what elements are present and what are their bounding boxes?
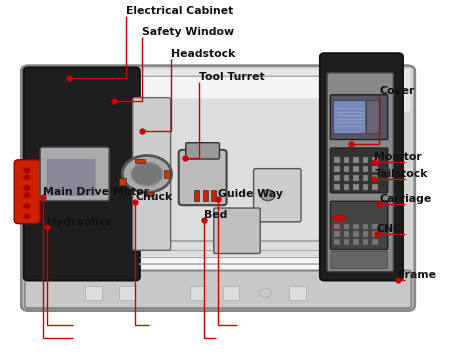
FancyBboxPatch shape xyxy=(327,73,393,272)
FancyBboxPatch shape xyxy=(366,100,380,134)
FancyBboxPatch shape xyxy=(254,169,301,222)
FancyBboxPatch shape xyxy=(138,98,319,257)
FancyBboxPatch shape xyxy=(133,98,171,250)
Text: Carriage: Carriage xyxy=(379,194,431,204)
Bar xyxy=(363,157,368,163)
Bar xyxy=(353,224,359,229)
FancyBboxPatch shape xyxy=(214,208,260,253)
Circle shape xyxy=(24,214,30,219)
Bar xyxy=(353,157,359,163)
Bar xyxy=(363,239,368,245)
Bar xyxy=(334,184,340,190)
Bar xyxy=(372,166,378,172)
Text: Headstock: Headstock xyxy=(171,49,235,59)
Text: CNC: CNC xyxy=(377,224,402,234)
Circle shape xyxy=(24,186,30,190)
Bar xyxy=(353,231,359,237)
Bar xyxy=(164,170,170,178)
Bar xyxy=(194,190,199,201)
Bar xyxy=(353,184,359,190)
Bar xyxy=(344,224,349,229)
Bar xyxy=(353,175,359,181)
Bar xyxy=(363,231,368,237)
Bar xyxy=(372,231,378,237)
Circle shape xyxy=(261,190,275,201)
Bar xyxy=(372,224,378,229)
FancyBboxPatch shape xyxy=(25,271,411,308)
Circle shape xyxy=(131,162,163,186)
Text: Hydraulics: Hydraulics xyxy=(47,217,112,227)
Text: Main Drive Motor: Main Drive Motor xyxy=(43,187,149,197)
FancyBboxPatch shape xyxy=(133,76,325,279)
FancyBboxPatch shape xyxy=(330,148,388,193)
Bar xyxy=(353,166,359,172)
Text: Guide Way: Guide Way xyxy=(218,189,283,199)
Circle shape xyxy=(24,168,30,173)
Bar xyxy=(334,224,340,229)
Bar xyxy=(344,184,349,190)
Bar xyxy=(363,184,368,190)
Bar xyxy=(334,175,340,181)
Bar xyxy=(363,175,368,181)
Text: Frame: Frame xyxy=(398,271,436,280)
Bar xyxy=(289,286,306,300)
Bar xyxy=(118,286,135,300)
FancyBboxPatch shape xyxy=(179,150,227,205)
FancyBboxPatch shape xyxy=(40,147,109,201)
Circle shape xyxy=(24,193,30,197)
Bar xyxy=(334,239,340,245)
Circle shape xyxy=(122,155,172,192)
Bar xyxy=(190,286,206,300)
FancyBboxPatch shape xyxy=(330,201,388,250)
Text: Electrical Cabinet: Electrical Cabinet xyxy=(126,6,233,16)
Bar xyxy=(145,192,154,196)
FancyBboxPatch shape xyxy=(26,69,410,112)
FancyBboxPatch shape xyxy=(21,66,415,311)
FancyBboxPatch shape xyxy=(186,143,219,159)
FancyBboxPatch shape xyxy=(46,159,96,196)
Text: Bed: Bed xyxy=(204,210,227,220)
Bar xyxy=(203,190,208,201)
Circle shape xyxy=(260,289,271,297)
Bar xyxy=(344,231,349,237)
Text: Safety Window: Safety Window xyxy=(142,27,234,37)
Bar xyxy=(223,286,239,300)
Text: Monitor: Monitor xyxy=(374,152,422,162)
Bar xyxy=(363,166,368,172)
Bar xyxy=(211,190,216,201)
FancyBboxPatch shape xyxy=(320,53,403,280)
Bar xyxy=(344,175,349,181)
FancyBboxPatch shape xyxy=(24,67,140,280)
Text: Tailstock: Tailstock xyxy=(374,169,428,179)
Circle shape xyxy=(24,204,30,208)
FancyBboxPatch shape xyxy=(331,251,387,269)
Text: Tool Turret: Tool Turret xyxy=(199,72,264,82)
Bar xyxy=(334,231,340,237)
Bar xyxy=(85,286,102,300)
Bar xyxy=(353,239,359,245)
Bar xyxy=(372,239,378,245)
Bar xyxy=(344,157,349,163)
Bar xyxy=(344,239,349,245)
Bar xyxy=(344,166,349,172)
Circle shape xyxy=(333,216,340,221)
Bar xyxy=(372,175,378,181)
FancyBboxPatch shape xyxy=(333,100,366,134)
Bar xyxy=(334,157,340,163)
FancyBboxPatch shape xyxy=(330,95,388,140)
Text: Cover: Cover xyxy=(379,86,415,96)
Bar xyxy=(372,184,378,190)
Bar xyxy=(363,224,368,229)
Circle shape xyxy=(333,225,340,230)
Bar xyxy=(334,166,340,172)
Circle shape xyxy=(24,175,30,180)
Bar xyxy=(119,178,126,185)
Bar xyxy=(372,157,378,163)
Bar xyxy=(135,159,145,163)
Text: Chuck: Chuck xyxy=(135,192,172,202)
Circle shape xyxy=(338,216,345,221)
FancyBboxPatch shape xyxy=(14,160,40,224)
